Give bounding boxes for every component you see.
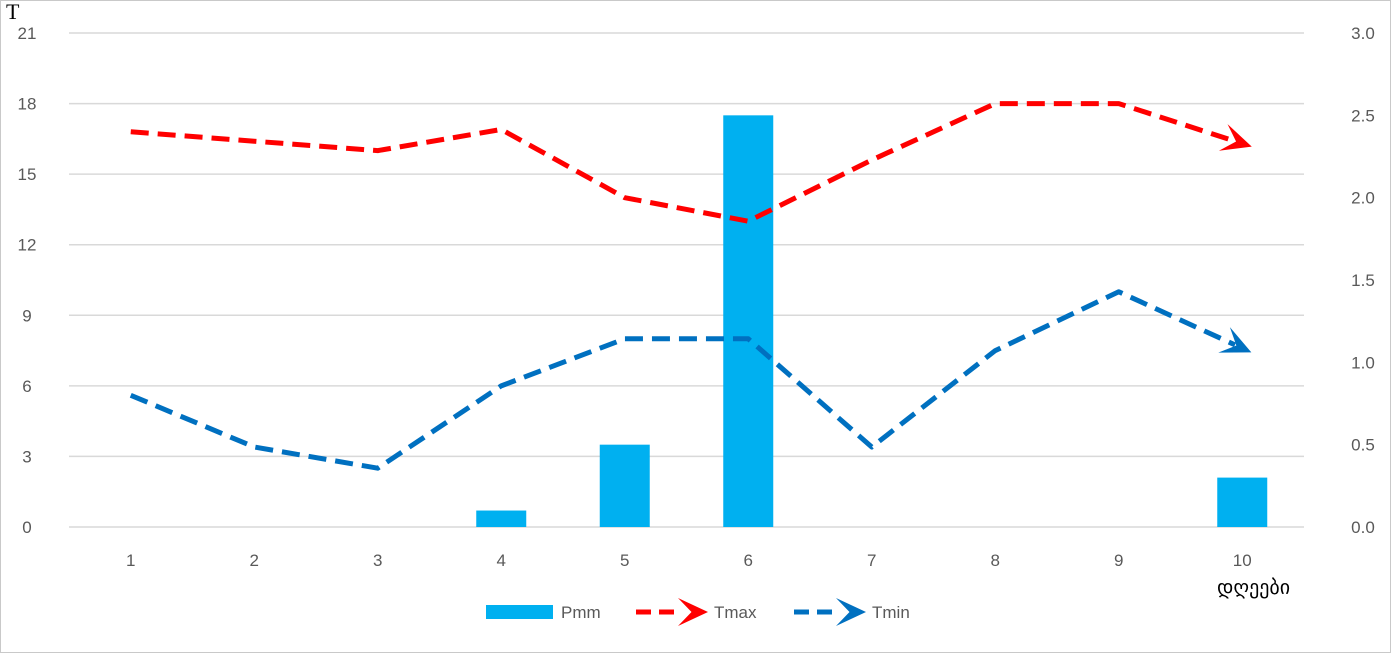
x-tick-label: 5 [620, 551, 629, 570]
x-tick-label: 9 [1114, 551, 1123, 570]
x-tick-label: 4 [497, 551, 506, 570]
x-axis-unit-label: დღეები [1217, 575, 1290, 599]
bar-pmm [1217, 478, 1267, 527]
line-series-tmax [131, 104, 1252, 222]
left-tick-label: 6 [22, 377, 31, 396]
line-series [131, 104, 1252, 469]
x-tick-label: 8 [991, 551, 1000, 570]
left-tick-label: 12 [18, 236, 37, 255]
x-axis-ticks: 1 2 3 4 5 6 7 8 9 10 [126, 551, 1252, 570]
legend-arrow-tmin [836, 598, 866, 626]
left-tick-label: 3 [22, 447, 31, 466]
x-tick-label: 6 [744, 551, 753, 570]
arrow-tmin [1218, 327, 1251, 352]
line-tmax [131, 104, 1235, 222]
gridlines [69, 33, 1304, 527]
x-tick-label: 2 [250, 551, 259, 570]
line-series-tmin [131, 292, 1252, 468]
right-tick-label: 1.0 [1351, 353, 1375, 372]
left-tick-label: 18 [18, 95, 37, 114]
right-tick-label: 1.5 [1351, 271, 1375, 290]
legend-label-tmax: Tmax [714, 603, 757, 622]
right-tick-label: 2.0 [1351, 189, 1375, 208]
left-tick-label: 0 [22, 518, 31, 537]
left-axis-label: T [6, 1, 20, 24]
legend-arrow-tmax [678, 598, 708, 626]
bar-pmm [476, 511, 526, 527]
bar-pmm [600, 445, 650, 527]
line-tmin [131, 292, 1235, 468]
x-tick-label: 3 [373, 551, 382, 570]
right-axis-ticks: 0.0 0.5 1.0 1.5 2.0 2.5 3.0 [1351, 24, 1375, 537]
x-tick-label: 10 [1233, 551, 1252, 570]
right-tick-label: 0.5 [1351, 436, 1375, 455]
right-tick-label: 3.0 [1351, 24, 1375, 43]
right-tick-label: 0.0 [1351, 518, 1375, 537]
legend-label-tmin: Tmin [872, 603, 910, 622]
legend-swatch-pmm [486, 605, 553, 619]
x-tick-label: 1 [126, 551, 135, 570]
legend: Pmm Tmax Tmin [486, 598, 910, 626]
legend-label-pmm: Pmm [561, 603, 601, 622]
left-tick-label: 21 [18, 24, 37, 43]
bar-pmm [723, 115, 773, 527]
left-tick-label: 9 [22, 306, 31, 325]
x-tick-label: 7 [867, 551, 876, 570]
left-tick-label: 15 [18, 165, 37, 184]
left-axis-ticks: 0 3 6 9 12 15 18 21 [18, 24, 37, 537]
right-tick-label: 2.5 [1351, 106, 1375, 125]
bar-series-pmm [476, 115, 1267, 527]
